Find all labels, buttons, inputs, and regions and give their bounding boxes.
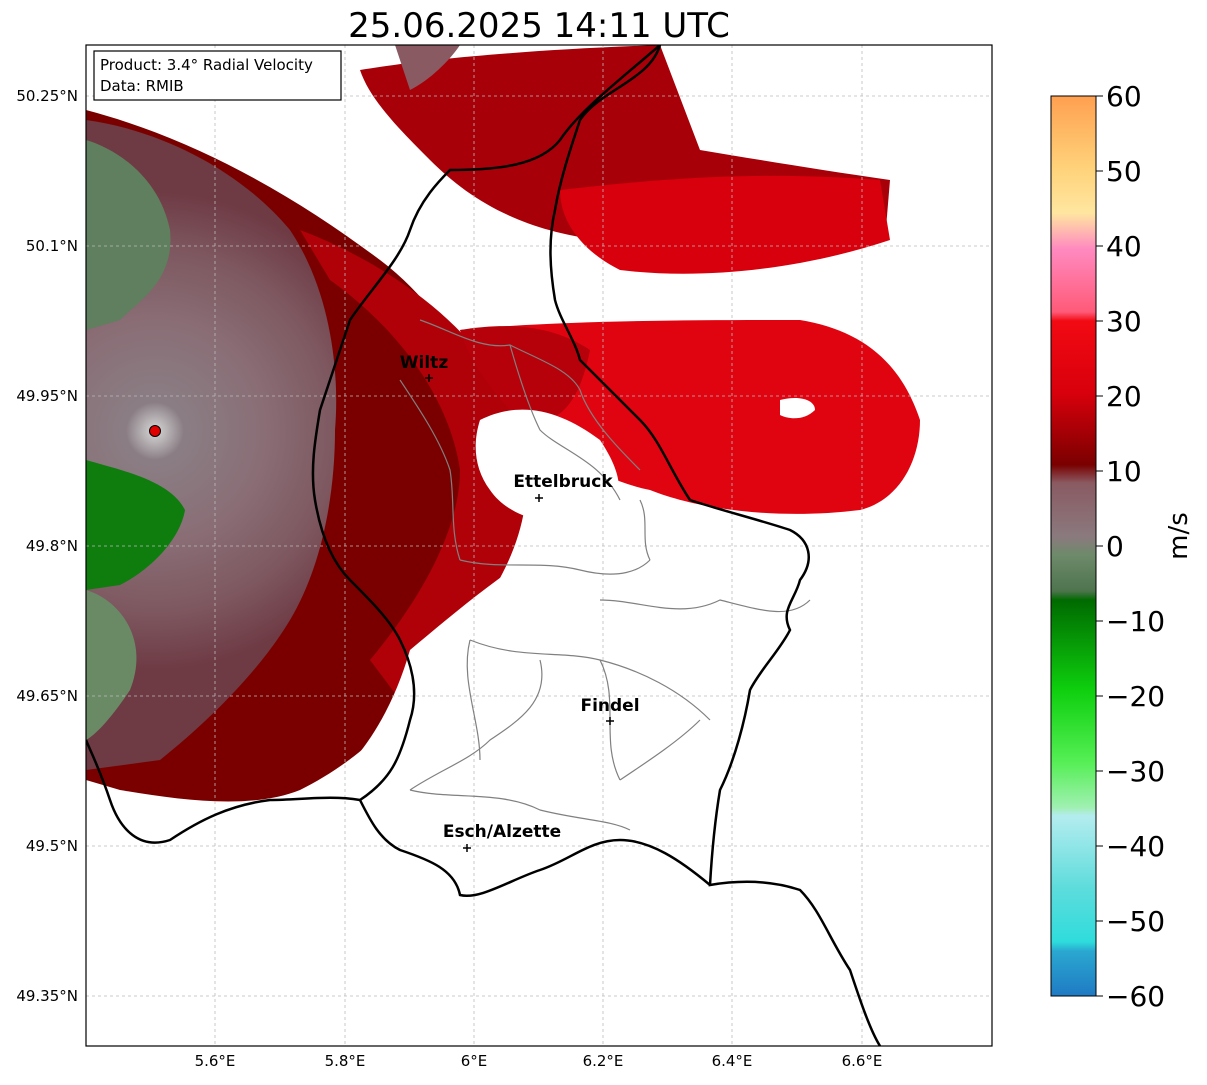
colorbar-gradient — [1050, 95, 1097, 997]
lon-tick-label: 5.8°E — [325, 1052, 366, 1070]
echo-green-core — [86, 460, 185, 590]
lat-tick-label: 49.8°N — [26, 537, 78, 555]
colorbar-tick-label: −40 — [1106, 830, 1165, 863]
colorbar-tick-label: −60 — [1106, 980, 1165, 1013]
national-border — [86, 45, 882, 1046]
city-esch-alzette: Esch/Alzette — [443, 822, 561, 852]
colorbar-unit: m/s — [1164, 512, 1194, 560]
colorbar-tick-label: 10 — [1106, 455, 1142, 488]
lon-tick-label: 6.6°E — [842, 1052, 883, 1070]
echo-east-band-inner — [460, 326, 590, 422]
colorbar-tick-label: 0 — [1106, 530, 1124, 563]
lat-tick-label: 50.1°N — [26, 237, 78, 255]
city-label: Findel — [580, 696, 639, 716]
colorbar-tick-label: −10 — [1106, 605, 1165, 638]
lon-tick-label: 6°E — [461, 1052, 488, 1070]
colorbar-tick-label: −30 — [1106, 755, 1165, 788]
colorbar-tick-label: −20 — [1106, 680, 1165, 713]
echo-green-south — [86, 590, 137, 740]
lon-tick-label: 6.4°E — [712, 1052, 753, 1070]
info-box: Product: 3.4° Radial Velocity Data: RMIB — [93, 50, 342, 101]
echo-clear-zone — [475, 409, 619, 524]
city-marker-icon — [535, 494, 543, 502]
colorbar-tick-label: 40 — [1106, 230, 1142, 263]
map-frame — [85, 44, 993, 1047]
city-marker-icon — [606, 717, 614, 725]
city-wiltz: Wiltz — [400, 353, 449, 382]
info-data-source: Data: RMIB — [100, 77, 184, 95]
graticule — [86, 45, 992, 1046]
lat-tick-label: 49.5°N — [26, 837, 78, 855]
colorbar-tick-label: 60 — [1106, 80, 1142, 113]
city-findel: Findel — [580, 696, 640, 725]
colorbar-tick-label: 50 — [1106, 155, 1142, 188]
city-marker-icon — [425, 374, 433, 382]
radar-site-marker — [149, 425, 161, 437]
echo-ne-mix — [395, 45, 460, 90]
echo-clear-south — [300, 502, 990, 1046]
info-box-frame — [93, 50, 342, 101]
lat-tick-label: 49.35°N — [16, 987, 78, 1005]
colorbar-tick-label: 30 — [1106, 305, 1142, 338]
radar-echoes — [86, 45, 990, 1046]
lat-tick-label: 49.95°N — [16, 387, 78, 405]
colorbar-tick-label: −50 — [1106, 905, 1165, 938]
city-marker-icon — [463, 844, 471, 852]
info-product: Product: 3.4° Radial Velocity — [100, 56, 313, 74]
city-label: Esch/Alzette — [443, 822, 561, 842]
echo-green-north — [86, 140, 171, 330]
city-ettelbruck: Ettelbruck — [513, 472, 613, 502]
map-area: Wiltz Ettelbruck Findel Esch/Alzette Pro… — [86, 45, 992, 1046]
city-markers: Wiltz Ettelbruck Findel Esch/Alzette — [400, 353, 640, 852]
city-label: Ettelbruck — [513, 472, 613, 492]
colorbar: 60 50 40 30 20 10 0 −10 −20 −30 −40 −50 −60 m/s — [1050, 80, 1194, 1013]
echo-east-gap — [780, 398, 815, 419]
lat-tick-label: 49.65°N — [16, 687, 78, 705]
lon-tick-label: 5.6°E — [195, 1052, 236, 1070]
lat-axis: 50.25°N 50.1°N 49.95°N 49.8°N 49.65°N 49… — [16, 87, 78, 1005]
echo-ne-band-outer — [560, 175, 890, 274]
colorbar-ticks: 60 50 40 30 20 10 0 −10 −20 −30 −40 −50 −60 — [1096, 80, 1165, 1013]
chart-title: 25.06.2025 14:11 UTC — [348, 6, 730, 46]
lat-tick-label: 50.25°N — [16, 87, 78, 105]
lon-tick-label: 6.2°E — [583, 1052, 624, 1070]
canton-borders — [399, 319, 811, 831]
city-label: Wiltz — [400, 353, 449, 373]
lon-axis: 5.6°E 5.8°E 6°E 6.2°E 6.4°E 6.6°E — [195, 1052, 883, 1070]
colorbar-tick-label: 20 — [1106, 380, 1142, 413]
